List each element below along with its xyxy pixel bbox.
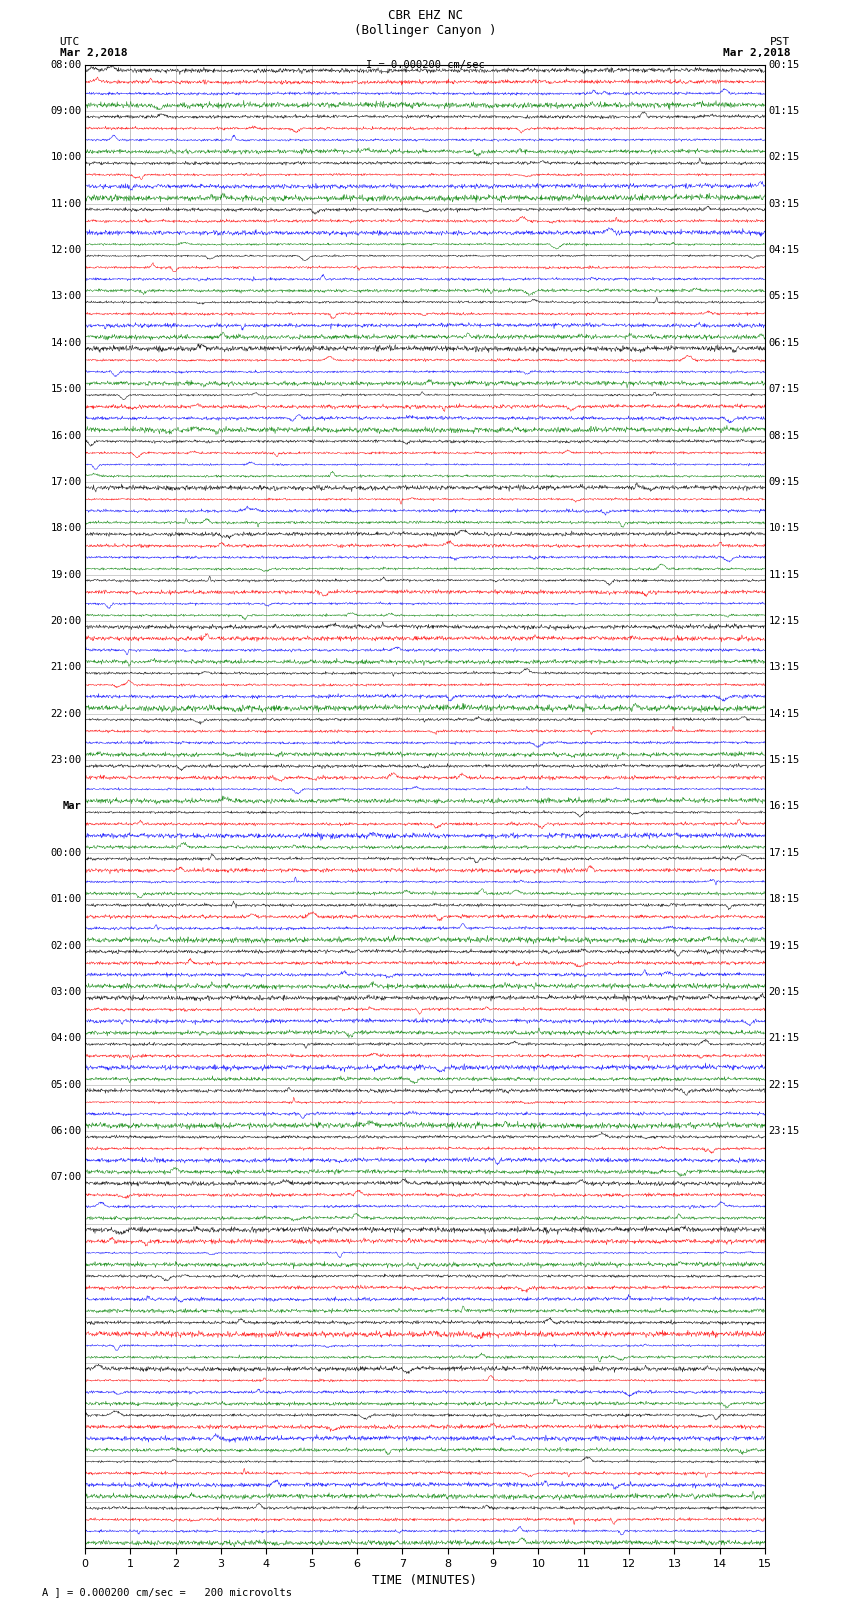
- X-axis label: TIME (MINUTES): TIME (MINUTES): [372, 1574, 478, 1587]
- Text: PST: PST: [770, 37, 790, 47]
- Text: 18:15: 18:15: [768, 894, 800, 905]
- Text: 18:00: 18:00: [50, 523, 82, 534]
- Text: 21:00: 21:00: [50, 663, 82, 673]
- Text: Mar: Mar: [63, 802, 82, 811]
- Text: 17:15: 17:15: [768, 848, 800, 858]
- Text: 16:15: 16:15: [768, 802, 800, 811]
- Text: 11:15: 11:15: [768, 569, 800, 579]
- Text: 13:15: 13:15: [768, 663, 800, 673]
- Text: 07:15: 07:15: [768, 384, 800, 394]
- Text: 03:00: 03:00: [50, 987, 82, 997]
- Text: 08:15: 08:15: [768, 431, 800, 440]
- Text: 11:00: 11:00: [50, 198, 82, 208]
- Text: 14:00: 14:00: [50, 337, 82, 348]
- Text: 12:15: 12:15: [768, 616, 800, 626]
- Text: 20:15: 20:15: [768, 987, 800, 997]
- Text: 22:00: 22:00: [50, 708, 82, 719]
- Text: I = 0.000200 cm/sec: I = 0.000200 cm/sec: [366, 60, 484, 69]
- Text: 15:15: 15:15: [768, 755, 800, 765]
- Text: 06:15: 06:15: [768, 337, 800, 348]
- Text: 04:00: 04:00: [50, 1034, 82, 1044]
- Text: 04:15: 04:15: [768, 245, 800, 255]
- Text: 12:00: 12:00: [50, 245, 82, 255]
- Text: 00:15: 00:15: [768, 60, 800, 69]
- Text: 19:00: 19:00: [50, 569, 82, 579]
- Text: Mar 2,2018: Mar 2,2018: [60, 48, 127, 58]
- Text: 05:00: 05:00: [50, 1079, 82, 1090]
- Text: 20:00: 20:00: [50, 616, 82, 626]
- Text: 17:00: 17:00: [50, 477, 82, 487]
- Text: 10:15: 10:15: [768, 523, 800, 534]
- Text: A ] = 0.000200 cm/sec =   200 microvolts: A ] = 0.000200 cm/sec = 200 microvolts: [42, 1587, 292, 1597]
- Text: 13:00: 13:00: [50, 292, 82, 302]
- Text: 07:00: 07:00: [50, 1173, 82, 1182]
- Text: 23:00: 23:00: [50, 755, 82, 765]
- Text: 01:00: 01:00: [50, 894, 82, 905]
- Text: 23:15: 23:15: [768, 1126, 800, 1136]
- Text: UTC: UTC: [60, 37, 80, 47]
- Title: CBR EHZ NC
(Bollinger Canyon ): CBR EHZ NC (Bollinger Canyon ): [354, 10, 496, 37]
- Text: 19:15: 19:15: [768, 940, 800, 950]
- Text: 21:15: 21:15: [768, 1034, 800, 1044]
- Text: 14:15: 14:15: [768, 708, 800, 719]
- Text: 09:00: 09:00: [50, 106, 82, 116]
- Text: 02:00: 02:00: [50, 940, 82, 950]
- Text: 15:00: 15:00: [50, 384, 82, 394]
- Text: 16:00: 16:00: [50, 431, 82, 440]
- Text: 08:00: 08:00: [50, 60, 82, 69]
- Text: 00:00: 00:00: [50, 848, 82, 858]
- Text: 09:15: 09:15: [768, 477, 800, 487]
- Text: 01:15: 01:15: [768, 106, 800, 116]
- Text: 03:15: 03:15: [768, 198, 800, 208]
- Text: 22:15: 22:15: [768, 1079, 800, 1090]
- Text: 10:00: 10:00: [50, 152, 82, 163]
- Text: 06:00: 06:00: [50, 1126, 82, 1136]
- Text: Mar 2,2018: Mar 2,2018: [723, 48, 791, 58]
- Text: 02:15: 02:15: [768, 152, 800, 163]
- Text: 05:15: 05:15: [768, 292, 800, 302]
